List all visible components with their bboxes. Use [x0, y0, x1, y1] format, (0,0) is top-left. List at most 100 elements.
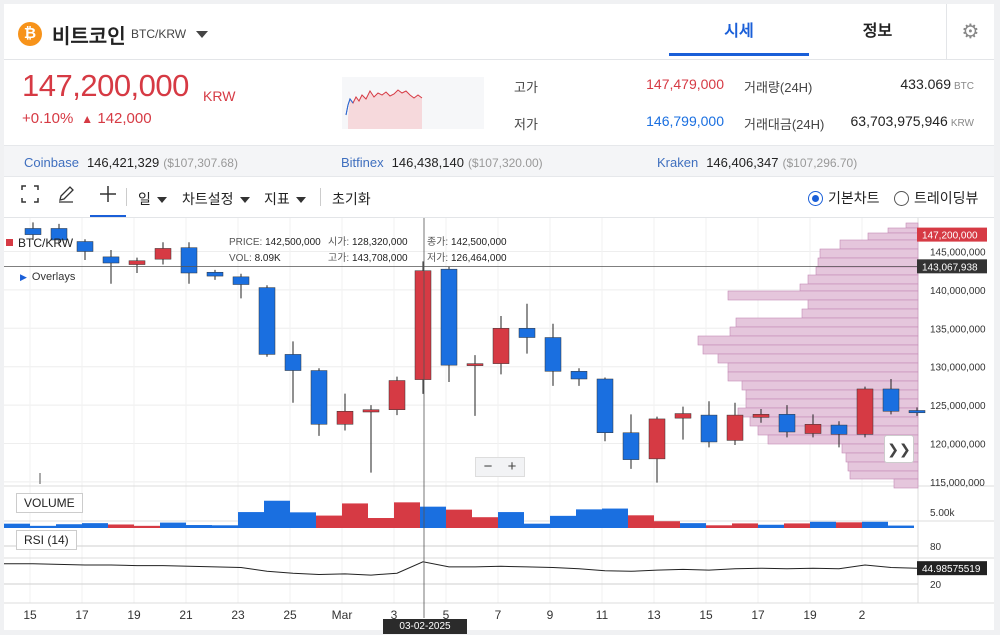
candle-body [336, 410, 354, 425]
legend-value: 126,464,000 [450, 253, 507, 264]
candle-body [284, 354, 302, 371]
chart-canvas[interactable]: 145,000,000 140,000,000 135,000,000 130,000… [4, 218, 994, 630]
zoom-in-button[interactable]: + [507, 458, 517, 475]
low-value: 146,799,000 [646, 113, 724, 129]
price-tick-label: 130,000,000 [930, 363, 986, 374]
scroll-to-latest-button[interactable]: ❯❯ [884, 435, 914, 463]
rsi-value-tag: 44.98575519 [922, 564, 981, 575]
fullscreen-icon[interactable] [18, 185, 42, 209]
volume-bar [654, 521, 680, 528]
profile-bar [727, 371, 919, 382]
zoom-out-button[interactable]: − [483, 458, 493, 475]
date-tick-label: 2 [859, 608, 866, 622]
volume-bar [186, 525, 212, 528]
exchange-name[interactable]: Kraken [657, 155, 699, 170]
price-tick-label: 135,000,000 [930, 324, 986, 335]
header-bar: ₿ 비트코인 BTC/KRW 시세 정보 ⚙ [4, 4, 994, 60]
period-label: 일 [138, 191, 151, 207]
profile-bar [905, 222, 919, 229]
candle-body [388, 380, 406, 410]
legend-vol: VOL: 8.09K [229, 251, 281, 267]
legend-low: 저가: 126,464,000 [427, 251, 507, 267]
date-tick-label: 23 [231, 608, 245, 622]
change-amount: 142,000 [97, 110, 152, 127]
legend-close: 종가: 142,500,000 [427, 235, 507, 251]
crosshair-icon-svg [100, 186, 116, 202]
volume-bar [108, 524, 134, 528]
coin-pair[interactable]: BTC/KRW [131, 27, 187, 41]
volume-bar [732, 523, 758, 528]
legend-value: 128,320,000 [351, 237, 408, 248]
volume-pane-label: VOLUME [16, 493, 83, 513]
chevron-down-icon[interactable] [196, 31, 208, 38]
volume-bar [680, 523, 706, 528]
profile-bar [697, 335, 919, 346]
exchange-price: 146,406,347 [706, 155, 779, 170]
price-chart[interactable]: 145,000,000 140,000,000 135,000,000 130,000… [4, 218, 994, 634]
candle-body [648, 418, 666, 460]
volume-tick-label: 5.00k [930, 508, 955, 519]
volume-value: 433.069 [900, 76, 951, 92]
pencil-icon-svg [59, 186, 74, 203]
volume-bar [550, 515, 576, 528]
volume-bar [446, 509, 472, 528]
profile-bar [817, 257, 919, 268]
basic-chart-radio[interactable]: 기본차트 [808, 188, 880, 208]
chart-settings-select[interactable]: 차트설정 [182, 189, 250, 209]
legend-value: 8.09K [254, 253, 281, 264]
gear-icon[interactable]: ⚙ [946, 4, 994, 60]
crosshair-icon[interactable] [90, 185, 126, 217]
price-tick-label: 145,000,000 [930, 248, 986, 259]
legend-key: 종가: [427, 237, 449, 248]
tradingview-radio[interactable]: 트레이딩뷰 [894, 188, 978, 208]
candle-body [882, 388, 900, 412]
high-label: 고가 [514, 80, 538, 95]
chart-symbol: BTC/KRW [6, 236, 73, 250]
up-arrow-icon: ▲ [81, 112, 94, 126]
volume-bar [290, 512, 316, 528]
candle-body [674, 413, 692, 419]
crosshair [4, 218, 918, 618]
profile-bar [847, 461, 919, 472]
profile-bar [749, 416, 919, 427]
reset-button[interactable]: 초기화 [332, 191, 371, 207]
date-tick-label: 7 [495, 608, 502, 622]
tab-market[interactable]: 시세 [669, 4, 809, 56]
indicators-select[interactable]: 지표 [264, 189, 306, 209]
candle-body [570, 371, 588, 380]
period-select[interactable]: 일 [138, 189, 167, 209]
profile-bar [741, 380, 919, 391]
candle-body [908, 410, 926, 414]
legend-value: 143,708,000 [351, 253, 408, 264]
crosshair-price-tag: 143,067,938 [922, 262, 978, 273]
candle-body [622, 432, 640, 460]
chevron-down-icon [295, 197, 306, 204]
volume-bar [238, 512, 264, 528]
exchange-name[interactable]: Bitfinex [341, 155, 384, 170]
date-tick-label: 19 [127, 608, 141, 622]
current-price: 147,200,000 [22, 68, 189, 103]
candle-body [726, 414, 744, 441]
exchange-name[interactable]: Coinbase [24, 155, 79, 170]
profile-bar [801, 308, 919, 319]
amount-value: 63,703,975,946 [850, 113, 948, 129]
date-tick-label: 5 [443, 608, 450, 622]
volume-bar [498, 512, 524, 528]
date-tick-label: 11 [596, 608, 609, 622]
legend-key: VOL: [229, 253, 252, 264]
volume-bar [862, 521, 888, 528]
exchange-usd: ($107,320.00) [467, 156, 543, 170]
candle-body [596, 378, 614, 433]
indicators-label: 지표 [264, 191, 290, 207]
tab-info[interactable]: 정보 [862, 23, 893, 40]
overlays-toggle[interactable]: ▶ Overlays [20, 271, 75, 283]
volume-bar [420, 506, 446, 528]
profile-bar [849, 470, 919, 480]
volume-bar [160, 522, 186, 528]
coin-name[interactable]: 비트코인 [52, 26, 126, 48]
chart-settings-label: 차트설정 [182, 191, 234, 207]
candle-body [440, 268, 458, 366]
volume-bar [368, 518, 394, 528]
pencil-icon[interactable] [54, 185, 78, 209]
high-value: 147,479,000 [646, 76, 724, 92]
